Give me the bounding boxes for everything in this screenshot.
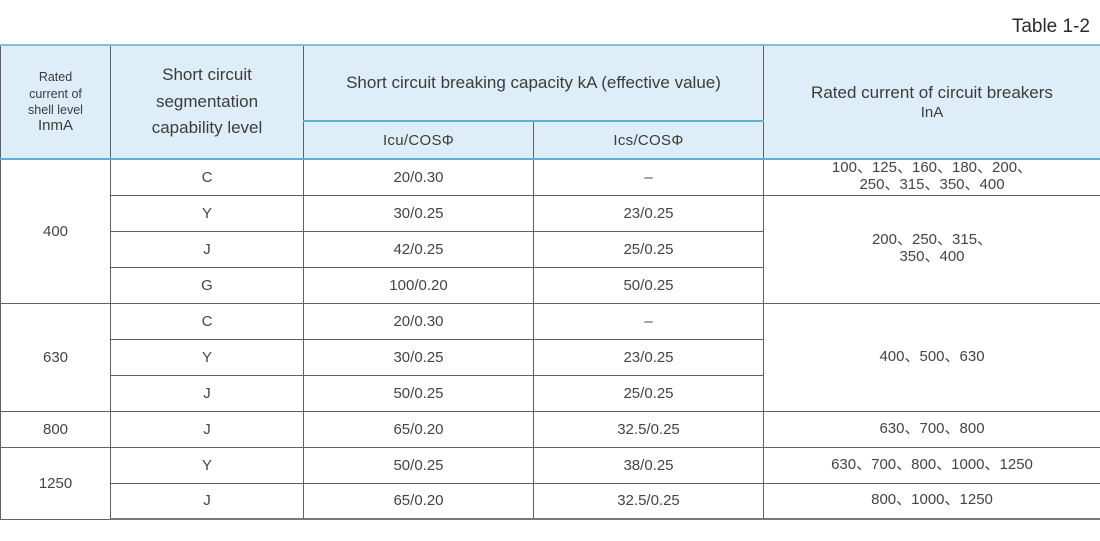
cell-ics: 32.5/0.25 xyxy=(533,410,764,448)
header-segmentation-level-label: Short circuit segmentation capability le… xyxy=(151,65,263,138)
table-row: G 100/0.20 50/0.25 xyxy=(1,266,1100,304)
cell-ics: – xyxy=(533,302,764,340)
cell-ics: 25/0.25 xyxy=(533,374,764,412)
header-shell-current: Rated current of shell level InmA xyxy=(0,44,111,160)
cell-level: J xyxy=(110,410,304,448)
header-row-1: Rated current of shell level InmA Short … xyxy=(0,44,1100,160)
table-body: 400 C 20/0.30 – 100、125、160、180、200、 250… xyxy=(0,158,1100,520)
table-row: Y 30/0.25 23/0.25 xyxy=(1,338,1100,376)
cell-level: Y xyxy=(110,194,304,232)
cell-icu: 50/0.25 xyxy=(303,446,534,484)
header-ics-cos: Ics/COSΦ xyxy=(533,120,764,160)
table-row: Y 30/0.25 23/0.25 200、250、315、 350、400 xyxy=(1,194,1100,304)
header-breaking-capacity: Short circuit breaking capacity kA (effe… xyxy=(303,44,764,122)
cell-shell-400: 400 xyxy=(0,158,111,304)
cell-level: J xyxy=(110,482,304,520)
cell-ics: 50/0.25 xyxy=(533,266,764,304)
header-shell-current-label: Rated current of shell level xyxy=(28,70,83,117)
cell-ina: 630、700、800、1000、1250 xyxy=(763,446,1100,484)
table-row: J 65/0.20 32.5/0.25 800、1000、1250 xyxy=(1,482,1100,520)
cell-ics: 25/0.25 xyxy=(533,230,764,268)
cell-ics: 23/0.25 xyxy=(533,338,764,376)
cell-ina: 630、700、800 xyxy=(763,410,1100,448)
cell-icu: 30/0.25 xyxy=(303,338,534,376)
cell-ics: 38/0.25 xyxy=(533,446,764,484)
table-row: 400 C 20/0.30 – 100、125、160、180、200、 250… xyxy=(0,158,1100,304)
table-caption: Table 1-2 xyxy=(1011,16,1090,37)
cell-level: J xyxy=(110,374,304,412)
cell-ics: 32.5/0.25 xyxy=(533,482,764,520)
cell-level: C xyxy=(110,158,304,196)
header-segmentation-level: Short circuit segmentation capability le… xyxy=(110,44,304,160)
header-rated-current-breakers: Rated current of circuit breakers InA xyxy=(763,44,1100,160)
cell-level: G xyxy=(110,266,304,304)
cell-shell-800: 800 xyxy=(0,410,111,448)
cell-level: C xyxy=(110,302,304,340)
table-row: 630 C 20/0.30 – 400、500、630 xyxy=(0,302,1100,412)
cell-ics: – xyxy=(533,158,764,196)
cell-ina: 100、125、160、180、200、 250、315、350、400 xyxy=(763,158,1100,196)
cell-ina: 400、500、630 xyxy=(763,302,1100,412)
breaker-spec-table: Rated current of shell level InmA Short … xyxy=(0,44,1100,520)
cell-icu: 65/0.20 xyxy=(303,482,534,520)
header-rated-current-breakers-unit: InA xyxy=(920,104,944,122)
cell-icu: 20/0.30 xyxy=(303,302,534,340)
header-shell-current-unit: InmA xyxy=(37,117,73,135)
cell-icu: 100/0.20 xyxy=(303,266,534,304)
table-row: J 42/0.25 25/0.25 xyxy=(1,230,1100,268)
cell-shell-1250: 1250 xyxy=(0,446,111,520)
cell-icu: 65/0.20 xyxy=(303,410,534,448)
cell-ina: 800、1000、1250 xyxy=(763,482,1100,520)
cell-level: Y xyxy=(110,446,304,484)
cell-icu: 30/0.25 xyxy=(303,194,534,232)
cell-level: Y xyxy=(110,338,304,376)
header-row-2: Icu/COSΦ Ics/COSΦ xyxy=(1,120,1100,160)
table-header: Rated current of shell level InmA Short … xyxy=(0,44,1100,160)
cell-shell-630: 630 xyxy=(0,302,111,412)
cell-ina: 200、250、315、 350、400 xyxy=(763,194,1100,304)
table-row: 1250 Y 50/0.25 38/0.25 630、700、800、1000、… xyxy=(0,446,1100,520)
table-row: 800 J 65/0.20 32.5/0.25 630、700、800 xyxy=(0,410,1100,448)
header-icu-cos: Icu/COSΦ xyxy=(303,120,534,160)
cell-ics: 23/0.25 xyxy=(533,194,764,232)
cell-icu: 50/0.25 xyxy=(303,374,534,412)
cell-icu: 20/0.30 xyxy=(303,158,534,196)
cell-level: J xyxy=(110,230,304,268)
table-row: J 50/0.25 25/0.25 xyxy=(1,374,1100,412)
cell-icu: 42/0.25 xyxy=(303,230,534,268)
header-rated-current-breakers-label: Rated current of circuit breakers xyxy=(811,82,1053,102)
